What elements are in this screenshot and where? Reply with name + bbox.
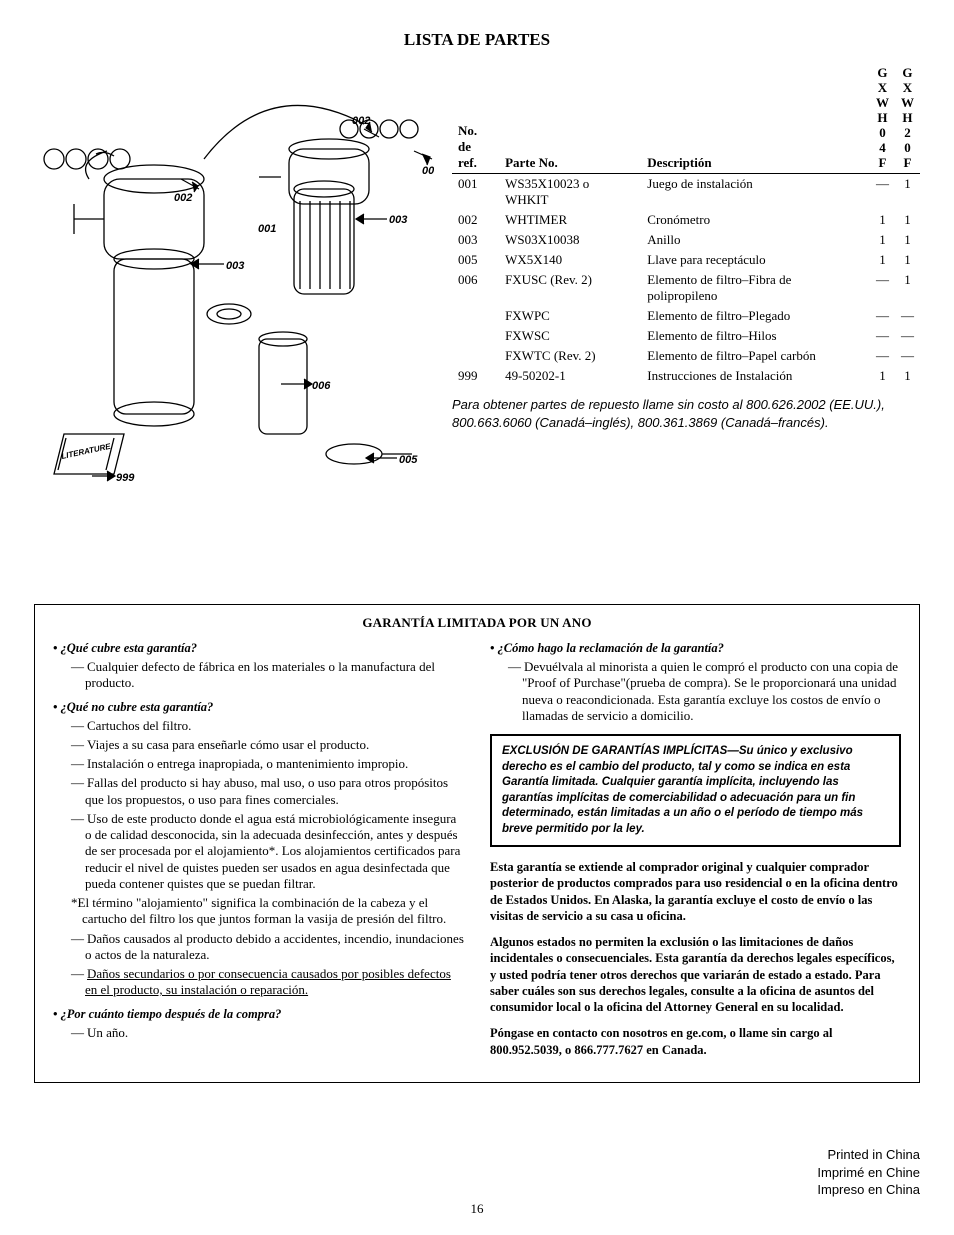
exclusion-title: EXCLUSIÓN DE GARANTÍAS IMPLÍCITAS [502, 745, 727, 757]
warranty-q2-item: Fallas del producto si hay abuso, mal us… [71, 775, 464, 808]
col-ref: No.de ref. [452, 64, 499, 173]
table-row: 001WS35X10023 o WHKITJuego de instalació… [452, 174, 920, 211]
parts-diagram: 002 002 001 001 003 003 006 005 999 LITE… [34, 64, 434, 484]
warranty-right-col: • ¿Cómo hago la reclamación de la garant… [490, 641, 901, 1068]
table-row: 005WX5X140Llave para receptáculo11 [452, 250, 920, 270]
footer-print-info: Printed in China Imprimé en Chine Impres… [817, 1146, 920, 1199]
top-section: 002 002 001 001 003 003 006 005 999 LITE… [34, 64, 920, 484]
col-desc: Descriptión [641, 64, 870, 173]
diagram-label-002b: 002 [352, 115, 370, 127]
warranty-q1-item: Cualquier defecto de fábrica en los mate… [71, 659, 464, 692]
warranty-para2: Algunos estados no permiten la exclusión… [490, 934, 901, 1015]
exclusion-box: EXCLUSIÓN DE GARANTÍAS IMPLÍCITAS—Su úni… [490, 734, 901, 847]
diagram-label-003: 003 [389, 214, 407, 226]
warranty-q2-item: Daños causados al producto debido a acci… [71, 931, 464, 964]
table-row: FXWSCElemento de filtro–Hilos—— [452, 326, 920, 346]
diagram-label-001: 001 [422, 165, 434, 177]
col-model-b: GXWH20F [895, 64, 920, 173]
table-row: FXWPCElemento de filtro–Plegado—— [452, 306, 920, 326]
diagram-label-006: 006 [312, 380, 331, 392]
col-model-a: GXWH04F [870, 64, 895, 173]
warranty-q2: • ¿Qué no cubre esta garantía? [53, 700, 464, 715]
warranty-q1: • ¿Qué cubre esta garantía? [53, 641, 464, 656]
warranty-para1: Esta garantía se extiende al comprador o… [490, 859, 901, 924]
table-row: 99949-50202-1Instrucciones de Instalació… [452, 366, 920, 386]
warranty-para3: Póngase en contacto con nosotros en ge.c… [490, 1025, 901, 1058]
warranty-q2-item: Uso de este producto donde el agua está … [71, 811, 464, 892]
parts-note: Para obtener partes de repuesto llame si… [452, 396, 920, 431]
warranty-left-col: • ¿Qué cubre esta garantía? Cualquier de… [53, 641, 464, 1068]
exclusion-body: —Su único y exclusivo derecho es el camb… [502, 745, 863, 835]
warranty-footnote: *El término "alojamiento" significa la c… [71, 895, 464, 928]
warranty-q4-item: Devuélvala al minorista a quien le compr… [508, 659, 901, 724]
parts-table: No.de ref. Parte No. Descriptión GXWH04F… [452, 64, 920, 386]
table-row: 003WS03X10038Anillo11 [452, 230, 920, 250]
page-title: LISTA DE PARTES [34, 30, 920, 50]
parts-table-section: No.de ref. Parte No. Descriptión GXWH04F… [452, 64, 920, 431]
table-row: FXWTC (Rev. 2)Elemento de filtro–Papel c… [452, 346, 920, 366]
literature-label: LITERATURE [61, 442, 112, 461]
warranty-q2-underlined: Daños secundarios o por consecuencia cau… [71, 966, 464, 999]
diagram-label-999: 999 [116, 472, 135, 484]
diagram-label-003b: 003 [226, 260, 244, 272]
warranty-q3: • ¿Por cuánto tiempo después de la compr… [53, 1007, 464, 1022]
footer-line: Imprimé en Chine [817, 1164, 920, 1182]
warranty-q2-item: Cartuchos del filtro. [71, 718, 464, 734]
table-row: 002WHTIMERCronómetro11 [452, 210, 920, 230]
warranty-title: GARANTÍA LIMITADA POR UN ANO [53, 615, 901, 631]
diagram-label-005: 005 [399, 454, 418, 466]
diagram-label-001b: 001 [258, 223, 276, 235]
page-number: 16 [0, 1201, 954, 1217]
warranty-q2-item: Viajes a su casa para enseñarle cómo usa… [71, 737, 464, 753]
warranty-q3-item: Un año. [71, 1025, 464, 1041]
footer-line: Printed in China [817, 1146, 920, 1164]
diagram-label-002: 002 [174, 192, 192, 204]
col-part: Parte No. [499, 64, 641, 173]
warranty-q4: • ¿Cómo hago la reclamación de la garant… [490, 641, 901, 656]
footer-line: Impreso en China [817, 1181, 920, 1199]
warranty-box: GARANTÍA LIMITADA POR UN ANO • ¿Qué cubr… [34, 604, 920, 1083]
warranty-q2-item: Instalación o entrega inapropiada, o man… [71, 756, 464, 772]
table-row: 006FXUSC (Rev. 2)Elemento de filtro–Fibr… [452, 270, 920, 306]
